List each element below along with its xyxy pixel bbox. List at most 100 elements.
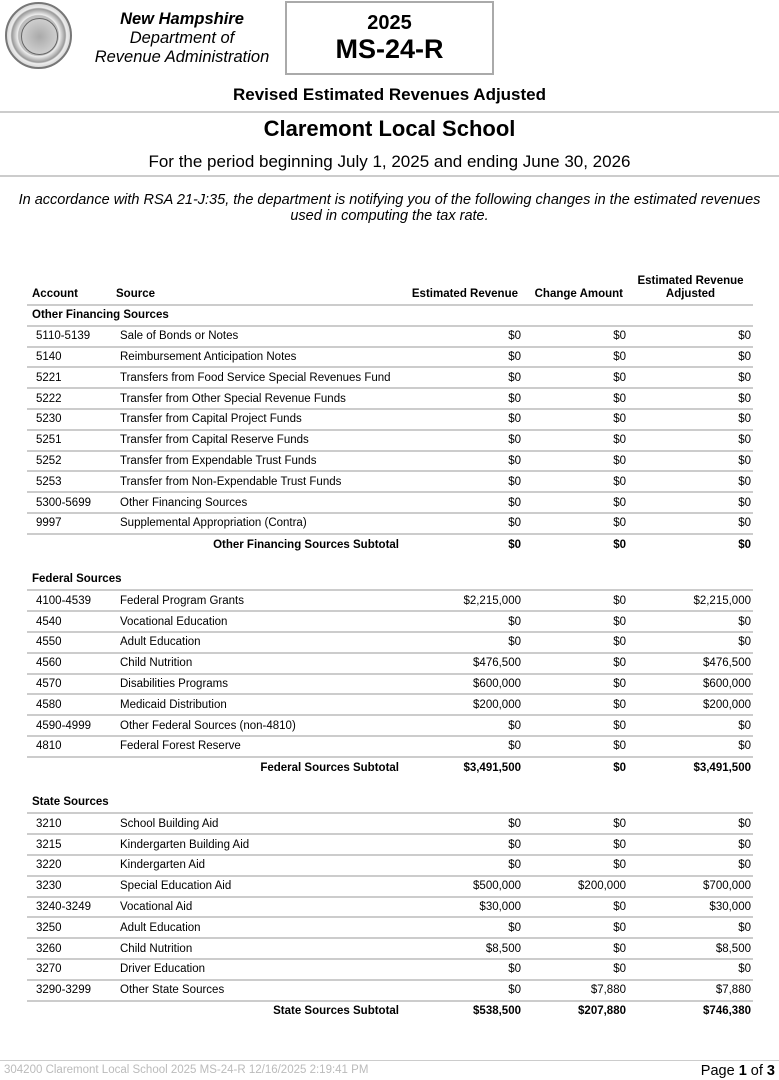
adjusted-revenue-cell: $0: [628, 917, 753, 940]
footer-divider: [0, 1060, 779, 1061]
adjusted-revenue-cell: $0: [628, 611, 753, 633]
change-amount-cell: $0: [523, 388, 628, 410]
table-row: 5140 Reimbursement Anticipation Notes $0 $0…: [27, 346, 753, 369]
estimated-revenue-cell: $0: [401, 979, 523, 1002]
source-cell: Federal Forest Reserve: [111, 735, 401, 758]
source-cell: Vocational Aid: [111, 896, 401, 919]
account-cell: 5300-5699: [27, 492, 111, 514]
source-cell: Special Education Aid: [111, 875, 401, 898]
estimated-revenue-cell: $0: [401, 854, 523, 877]
source-cell: Sale of Bonds or Notes: [111, 325, 401, 348]
subtotal-label: Federal Sources Subtotal: [260, 761, 399, 774]
estimated-revenue-cell: $0: [401, 408, 523, 431]
source-cell: Adult Education: [111, 631, 401, 654]
spacer: [27, 555, 753, 570]
change-amount-cell: $0: [523, 854, 628, 877]
col-estimated-revenue: Estimated Revenue: [401, 274, 523, 306]
estimated-revenue-cell: $0: [401, 388, 523, 410]
divider: [0, 175, 779, 177]
table-row: 3290-3299 Other State Sources $0 $7,880 $7,8…: [27, 979, 753, 1002]
subtotal-row: State Sources Subtotal $538,500 $207,880 $7…: [27, 1001, 753, 1022]
col-source: Source: [111, 274, 401, 306]
source-cell: Disabilities Programs: [111, 673, 401, 696]
account-cell: 3260: [27, 938, 111, 960]
spacer-row: [27, 555, 753, 570]
change-amount-cell: $0: [523, 325, 628, 348]
table-row: 5253 Transfer from Non-Expendable Trust F…: [27, 471, 753, 494]
agency-line-3: Revenue Administration: [94, 48, 270, 66]
adjusted-revenue-cell: $0: [628, 429, 753, 452]
account-cell: 4580: [27, 694, 111, 717]
table-row: 3270 Driver Education $0 $0 $0: [27, 958, 753, 981]
estimated-revenue-cell: $0: [401, 715, 523, 737]
adjusted-revenue-cell: $0: [628, 388, 753, 410]
subtotal-change-amount: $207,880: [578, 1005, 626, 1018]
change-amount-cell: $200,000: [523, 875, 628, 898]
account-cell: 9997: [27, 512, 111, 535]
estimated-revenue-cell: $0: [401, 346, 523, 369]
page-of: of: [750, 1063, 763, 1079]
notice-text: In accordance with RSA 21-J:35, the depa…: [18, 192, 761, 224]
source-cell: Transfer from Capital Project Funds: [111, 408, 401, 431]
form-subtitle: Revised Estimated Revenues Adjusted: [232, 85, 547, 104]
account-cell: 4540: [27, 611, 111, 633]
source-cell: Other Federal Sources (non-4810): [111, 715, 401, 737]
estimated-revenue-cell: $0: [401, 735, 523, 758]
source-cell: Transfer from Non-Expendable Trust Funds: [111, 471, 401, 494]
account-cell: 5222: [27, 388, 111, 410]
table-row: 4100-4539 Federal Program Grants $2,215,00…: [27, 590, 753, 613]
change-amount-cell: $7,880: [523, 979, 628, 1002]
estimated-revenue-cell: $0: [401, 492, 523, 514]
estimated-revenue-cell: $0: [401, 834, 523, 856]
table-row: 5252 Transfer from Expendable Trust Funds…: [27, 450, 753, 473]
account-cell: 5110-5139: [27, 325, 111, 348]
estimated-revenue-cell: $0: [401, 917, 523, 940]
table-row: 5300-5699 Other Financing Sources $0 $0 $0: [27, 492, 753, 514]
table-row: 5110-5139 Sale of Bonds or Notes $0 $0 $0: [27, 325, 753, 348]
col-account: Account: [27, 274, 111, 306]
adjusted-revenue-cell: $0: [628, 735, 753, 758]
subtotal-row: Federal Sources Subtotal $3,491,500 $0 $3,4…: [27, 757, 753, 778]
col-estimated-revenue-adjusted: Estimated Revenue Adjusted: [628, 274, 753, 306]
state-seal-logo: [5, 2, 72, 69]
adjusted-revenue-cell: $0: [628, 834, 753, 856]
subtotal-row: Other Financing Sources Subtotal $0 $0 $0: [27, 534, 753, 555]
change-amount-cell: $0: [523, 346, 628, 369]
estimated-revenue-cell: $0: [401, 958, 523, 981]
section-header: Other Financing Sources: [27, 305, 753, 327]
source-cell: Medicaid Distribution: [111, 694, 401, 717]
adjusted-revenue-cell: $0: [628, 408, 753, 431]
source-cell: Supplemental Appropriation (Contra): [111, 512, 401, 535]
account-cell: 5230: [27, 408, 111, 431]
account-cell: 3250: [27, 917, 111, 940]
estimated-revenue-cell: $8,500: [401, 938, 523, 960]
table-row: 4560 Child Nutrition $476,500 $0 $476,500: [27, 652, 753, 675]
account-cell: 3230: [27, 875, 111, 898]
table-row: 4580 Medicaid Distribution $200,000 $0 $200,…: [27, 694, 753, 717]
estimated-revenue-cell: $600,000: [401, 673, 523, 696]
change-amount-cell: $0: [523, 631, 628, 654]
table-row: 3250 Adult Education $0 $0 $0: [27, 917, 753, 940]
change-amount-cell: $0: [523, 450, 628, 473]
account-cell: 5221: [27, 367, 111, 390]
account-cell: 3290-3299: [27, 979, 111, 1002]
account-cell: 4570: [27, 673, 111, 696]
adjusted-revenue-cell: $7,880: [628, 979, 753, 1002]
source-cell: Transfer from Expendable Trust Funds: [111, 450, 401, 473]
estimated-revenue-cell: $200,000: [401, 694, 523, 717]
source-cell: Other Financing Sources: [111, 492, 401, 514]
spacer-row: [27, 778, 753, 793]
account-cell: 4590-4999: [27, 715, 111, 737]
table-row: 3230 Special Education Aid $500,000 $200,00…: [27, 875, 753, 898]
change-amount-cell: $0: [523, 735, 628, 758]
table-row: 3260 Child Nutrition $8,500 $0 $8,500: [27, 938, 753, 960]
table-row: 3215 Kindergarten Building Aid $0 $0 $0: [27, 834, 753, 856]
account-cell: 4560: [27, 652, 111, 675]
source-cell: Adult Education: [111, 917, 401, 940]
page-indicator: Page 1 of 3: [701, 1063, 775, 1079]
section-name: Other Financing Sources: [27, 305, 753, 327]
revenue-table: Account Source Estimated Revenue Change …: [27, 274, 753, 1021]
adjusted-revenue-cell: $2,215,000: [628, 590, 753, 613]
change-amount-cell: $0: [523, 813, 628, 836]
change-amount-cell: $0: [523, 938, 628, 960]
